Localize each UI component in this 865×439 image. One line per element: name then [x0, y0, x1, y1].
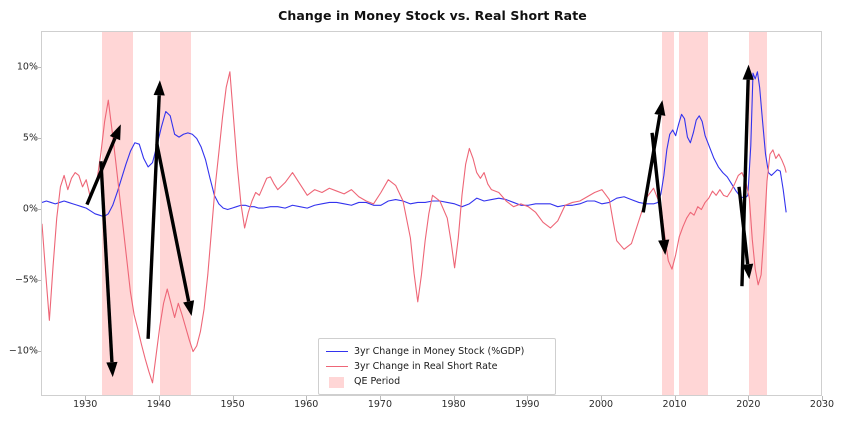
x-tick-mark	[674, 396, 676, 401]
x-tick-label: 1930	[73, 399, 98, 410]
legend-label: 3yr Change in Real Short Rate	[354, 361, 498, 372]
x-tick-label: 2030	[809, 399, 835, 410]
qe-period-band	[678, 32, 709, 395]
arrow-shaft	[155, 143, 191, 302]
qe-2008-down-arrow	[650, 132, 670, 255]
x-tick-mark	[85, 396, 87, 401]
x-tick-label: 2000	[588, 399, 614, 410]
legend-label: QE Period	[354, 376, 401, 387]
arrow-head	[658, 239, 670, 255]
qe-period-band	[102, 32, 133, 395]
legend-label: 3yr Change in Money Stock (%GDP)	[354, 346, 525, 357]
legend-patch-icon	[326, 376, 348, 388]
qe-2020-up-arrow	[740, 64, 754, 287]
x-tick-label: 1940	[146, 399, 171, 410]
arrow-shaft	[146, 95, 161, 339]
y-tick-label: 10%	[16, 61, 38, 72]
qe-2008-up-arrow	[641, 100, 666, 213]
chart-legend: 3yr Change in Money Stock (%GDP) 3yr Chan…	[318, 338, 556, 395]
qe-2020-down-arrow	[737, 186, 754, 280]
x-tick-label: 2010	[662, 399, 687, 410]
y-tick-mark	[35, 137, 41, 139]
x-tick-mark	[453, 396, 455, 401]
arrow-shaft	[737, 186, 750, 265]
x-tick-label: 1980	[441, 399, 466, 410]
x-tick-label: 1970	[367, 399, 393, 410]
arrow-shaft	[740, 79, 750, 287]
x-tick-mark	[158, 396, 160, 401]
qe-period-band	[159, 32, 191, 395]
qe-1930s-down-arrow	[99, 161, 118, 378]
x-tick-mark	[822, 396, 823, 401]
arrow-head	[183, 300, 195, 317]
arrow-shaft	[650, 132, 666, 241]
y-tick-mark	[35, 66, 41, 68]
y-tick-mark	[35, 350, 41, 352]
x-tick-label: 2020	[736, 399, 761, 410]
y-tick-label: −10%	[8, 345, 38, 357]
plot-area	[41, 31, 822, 396]
series-lines	[42, 71, 787, 384]
y-tick-label: 5%	[22, 132, 38, 144]
arrow-shaft	[641, 114, 662, 213]
arrow-head	[742, 64, 754, 80]
x-tick-label: 1950	[220, 399, 245, 410]
y-tick-label: −5%	[14, 274, 38, 286]
x-tick-mark	[232, 396, 234, 401]
legend-line-icon	[326, 361, 348, 373]
chart-title: Change in Money Stock vs. Real Short Rat…	[278, 8, 587, 23]
series-line	[42, 71, 787, 384]
x-tick-mark	[379, 396, 381, 401]
x-tick-label: 1960	[294, 399, 319, 410]
arrow-head	[106, 361, 118, 378]
x-tick-label: 1990	[515, 399, 540, 410]
legend-item[interactable]: QE Period	[326, 374, 547, 389]
annotation-arrows	[85, 64, 754, 378]
x-tick-mark	[527, 396, 529, 401]
y-tick-label: 0%	[22, 203, 38, 215]
qe-period-band	[662, 32, 675, 395]
arrow-head	[153, 80, 165, 96]
x-tick-mark	[600, 396, 602, 401]
legend-item[interactable]: 3yr Change in Real Short Rate	[326, 359, 547, 374]
x-tick-mark	[306, 396, 308, 401]
y-tick-mark	[35, 279, 41, 281]
series-line	[42, 71, 787, 218]
legend-line-icon	[326, 346, 348, 358]
legend-swatch	[329, 376, 344, 388]
arrow-head	[742, 263, 754, 280]
qe-1940s-up-arrow	[146, 80, 165, 339]
arrow-head	[654, 100, 666, 116]
legend-swatch	[326, 365, 348, 368]
qe-1940s-down-arrow	[155, 143, 195, 317]
legend-item[interactable]: 3yr Change in Money Stock (%GDP)	[326, 344, 547, 359]
x-tick-mark	[748, 396, 750, 401]
y-tick-mark	[35, 208, 41, 210]
arrow-shaft	[99, 161, 114, 363]
arrow-head	[109, 124, 121, 141]
legend-swatch	[326, 350, 348, 353]
